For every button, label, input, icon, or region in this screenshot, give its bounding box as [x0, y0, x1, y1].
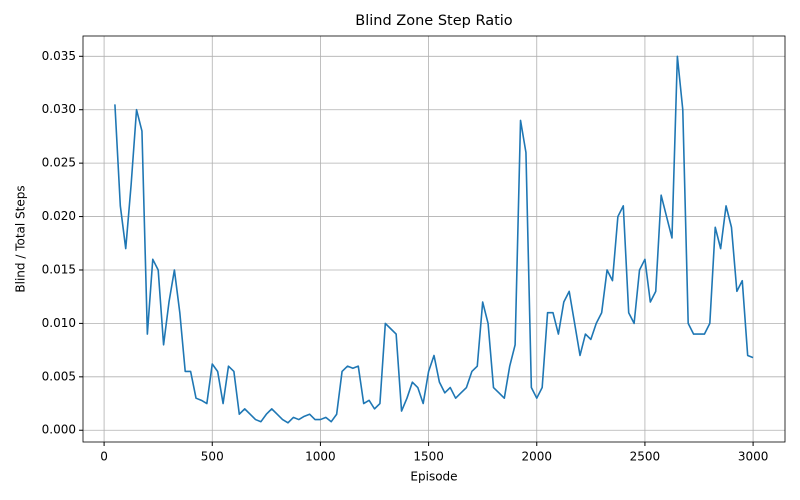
chart-title: Blind Zone Step Ratio: [355, 13, 513, 29]
x-tick-label: 2500: [630, 450, 661, 464]
y-tick-label: 0.035: [42, 49, 76, 63]
y-axis-label: Blind / Total Steps: [14, 185, 28, 292]
data-line: [114, 55, 754, 424]
x-tick-label: 0: [100, 450, 108, 464]
x-tick-label: 2000: [521, 450, 552, 464]
x-tick-label: 3000: [738, 450, 769, 464]
x-tick-label: 500: [201, 450, 224, 464]
y-tick-label: 0.020: [42, 209, 76, 223]
y-tick-label: 0.030: [42, 102, 76, 116]
y-tick-label: 0.015: [42, 262, 76, 276]
y-tick-label: 0.025: [42, 156, 76, 170]
y-tick-label: 0.005: [42, 369, 76, 383]
x-axis-label: Episode: [410, 470, 457, 484]
y-tick-label: 0.000: [42, 423, 76, 437]
x-tick-label: 1500: [413, 450, 444, 464]
x-tick-label: 1000: [305, 450, 336, 464]
plot-frame: [82, 35, 786, 443]
y-tick-label: 0.010: [42, 316, 76, 330]
